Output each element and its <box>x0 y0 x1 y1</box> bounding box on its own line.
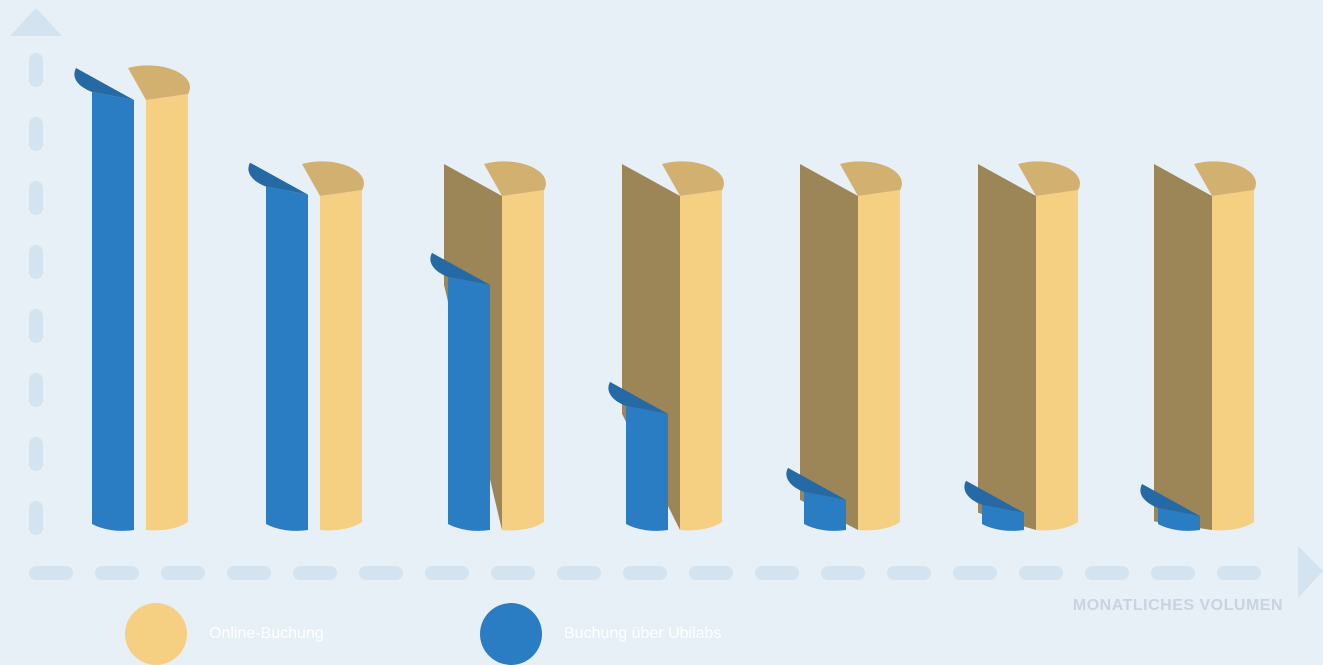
online-top-1 <box>128 65 190 100</box>
legend-swatch-ubilabs <box>480 603 542 665</box>
bar-group-6 <box>964 161 1080 531</box>
ubilabs-bar-5 <box>804 491 846 531</box>
bar-group-3 <box>430 161 546 531</box>
online-top-3 <box>484 161 546 196</box>
ubilabs-bar-1 <box>92 92 134 531</box>
ubilabs-bar-7 <box>1158 508 1200 531</box>
online-bar-6 <box>1036 190 1078 531</box>
bar-group-2 <box>248 161 364 531</box>
ubilabs-bar-3 <box>448 276 490 531</box>
bar-group-4 <box>608 161 724 531</box>
online-top-6 <box>1018 161 1080 196</box>
ubilabs-top-2 <box>248 162 308 195</box>
online-inner-wall-5 <box>800 164 858 530</box>
online-bar-3 <box>502 190 544 531</box>
online-top-4 <box>662 161 724 196</box>
ubilabs-top-1 <box>74 68 134 100</box>
online-bar-2 <box>320 190 362 531</box>
bars <box>74 65 1256 531</box>
arrow-up-icon <box>10 8 62 36</box>
ubilabs-top-6 <box>964 480 1024 513</box>
online-top-7 <box>1194 161 1256 196</box>
ubilabs-top-4 <box>608 381 668 414</box>
online-top-5 <box>840 161 902 196</box>
ubilabs-top-5 <box>786 467 846 500</box>
ubilabs-bar-2 <box>266 186 308 531</box>
ubilabs-top-7 <box>1140 484 1200 516</box>
legend-label-ubilabs: Buchung über Ubilabs <box>564 625 722 642</box>
online-bar-5 <box>858 190 900 531</box>
legend-swatch-online <box>125 603 187 665</box>
arrow-right-icon <box>1298 546 1323 598</box>
legend-item-online: Online-Buchung <box>125 603 324 665</box>
x-axis-label: MONATLICHES VOLUMEN <box>1072 597 1283 614</box>
legend-label-online: Online-Buchung <box>209 625 324 642</box>
ubilabs-bar-6 <box>982 504 1024 531</box>
bar-group-7 <box>1140 161 1256 531</box>
online-inner-wall-7 <box>1154 164 1212 530</box>
ubilabs-top-3 <box>430 252 490 285</box>
online-bar-4 <box>680 190 722 531</box>
legend-item-ubilabs: Buchung über Ubilabs <box>480 603 721 665</box>
bar-group-5 <box>786 161 902 531</box>
online-bar-1 <box>146 94 188 531</box>
online-bar-7 <box>1212 190 1254 531</box>
bar-group-1 <box>74 65 190 531</box>
online-top-2 <box>302 161 364 196</box>
ubilabs-bar-4 <box>626 405 668 531</box>
online-inner-wall-6 <box>978 164 1036 530</box>
axes <box>10 8 1323 598</box>
